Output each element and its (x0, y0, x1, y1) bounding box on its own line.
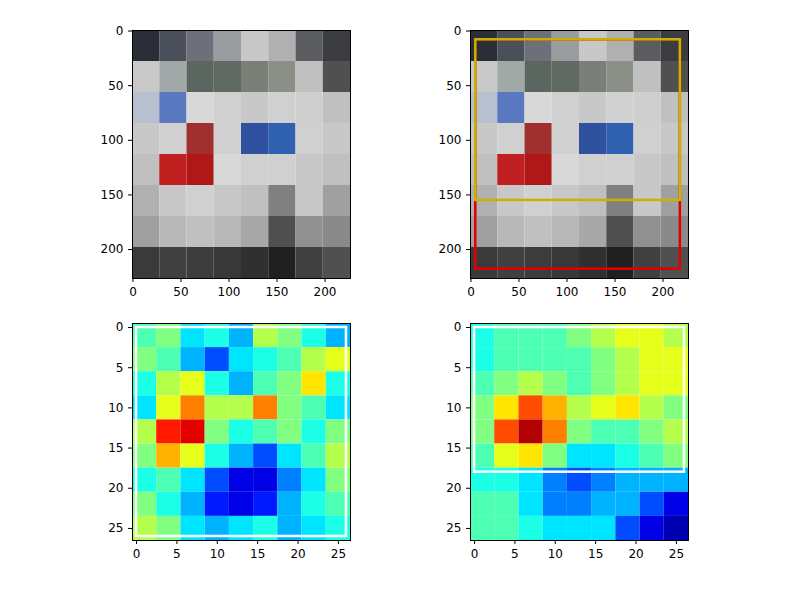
svg-text:15: 15 (446, 441, 461, 455)
svg-text:150: 150 (439, 188, 462, 202)
svg-text:20: 20 (446, 481, 461, 495)
svg-text:100: 100 (556, 285, 579, 299)
svg-text:0: 0 (129, 285, 137, 299)
svg-text:5: 5 (173, 547, 181, 561)
svg-text:25: 25 (446, 521, 461, 535)
svg-text:0: 0 (116, 24, 124, 38)
svg-text:100: 100 (101, 133, 124, 147)
svg-text:15: 15 (108, 441, 123, 455)
svg-text:200: 200 (652, 285, 675, 299)
svg-text:25: 25 (108, 521, 123, 535)
svg-text:200: 200 (314, 285, 337, 299)
svg-text:10: 10 (446, 401, 461, 415)
svg-text:150: 150 (266, 285, 289, 299)
svg-text:5: 5 (116, 361, 124, 375)
svg-text:50: 50 (173, 285, 188, 299)
svg-text:0: 0 (133, 547, 141, 561)
svg-text:10: 10 (548, 547, 563, 561)
svg-text:25: 25 (331, 547, 346, 561)
svg-text:0: 0 (454, 24, 462, 38)
svg-text:20: 20 (108, 481, 123, 495)
svg-text:50: 50 (108, 79, 123, 93)
svg-text:20: 20 (628, 547, 643, 561)
svg-text:5: 5 (454, 361, 462, 375)
svg-text:0: 0 (454, 320, 462, 334)
svg-text:100: 100 (218, 285, 241, 299)
svg-text:200: 200 (439, 242, 462, 256)
svg-text:15: 15 (250, 547, 265, 561)
svg-text:20: 20 (290, 547, 305, 561)
svg-text:0: 0 (467, 285, 475, 299)
svg-text:5: 5 (511, 547, 519, 561)
svg-text:0: 0 (116, 320, 124, 334)
svg-text:25: 25 (669, 547, 684, 561)
svg-text:10: 10 (210, 547, 225, 561)
svg-text:100: 100 (439, 133, 462, 147)
svg-text:15: 15 (588, 547, 603, 561)
svg-text:50: 50 (446, 79, 461, 93)
svg-text:150: 150 (101, 188, 124, 202)
svg-text:150: 150 (604, 285, 627, 299)
svg-text:200: 200 (101, 242, 124, 256)
svg-text:50: 50 (511, 285, 526, 299)
svg-text:0: 0 (471, 547, 479, 561)
svg-text:10: 10 (108, 401, 123, 415)
